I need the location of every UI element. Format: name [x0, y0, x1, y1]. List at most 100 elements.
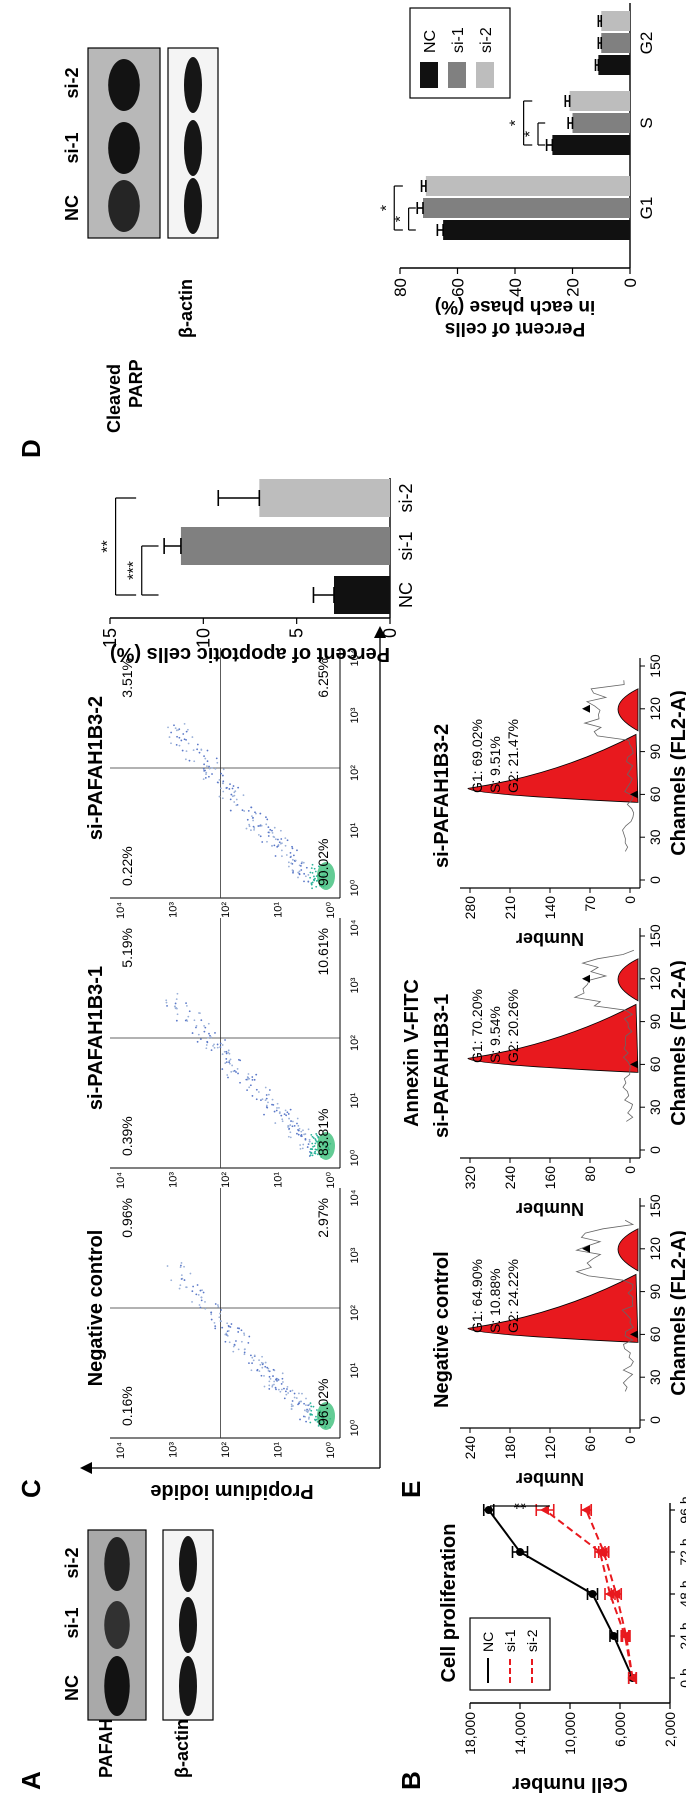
scatter-point — [281, 855, 283, 858]
scatter-point — [250, 829, 252, 832]
y-tick-label: 210 — [502, 896, 518, 920]
scatter-point — [297, 1128, 299, 1131]
scatter-point — [180, 739, 183, 742]
scatter-point — [231, 787, 234, 790]
g2-peak — [617, 1228, 639, 1272]
x-axis-label: Channels (FL2-A) — [668, 1230, 686, 1396]
scatter-point — [221, 1068, 224, 1070]
scatter-point — [175, 729, 178, 732]
scatter-point — [315, 1133, 318, 1135]
scatter-point — [242, 794, 245, 797]
scatter-point — [261, 1355, 263, 1358]
bar-NC-G2 — [598, 55, 630, 75]
scatter-point — [221, 1044, 224, 1046]
scatter-point — [267, 826, 270, 829]
scatter-point — [275, 1378, 278, 1380]
scatter-point — [280, 1383, 283, 1385]
scatter-point — [237, 1348, 240, 1351]
scatter-point — [219, 1312, 221, 1315]
scatter-point — [180, 1278, 183, 1280]
scatter-point — [284, 844, 287, 847]
scatter-point — [179, 1266, 182, 1269]
scatter-point — [257, 825, 260, 827]
scatter-point — [180, 1274, 183, 1276]
scatter-point — [278, 1106, 280, 1109]
scatter-point — [272, 1368, 275, 1371]
scatter-point — [268, 1380, 271, 1383]
x-tick-label: 30 — [647, 1369, 663, 1385]
y-tick-label: 240 — [502, 1166, 518, 1190]
scatter-point — [256, 1368, 259, 1371]
y-tick-label: 10³ — [168, 902, 180, 918]
scatter-point — [233, 794, 236, 797]
x-tick-label: si-1 — [396, 531, 416, 560]
scatter-point — [267, 1367, 270, 1370]
peak-marker — [630, 790, 638, 799]
scatter-point — [214, 1325, 217, 1328]
x-tick-label: 60 — [647, 1326, 663, 1342]
scatter-point — [257, 1091, 260, 1093]
error-bar-NC — [586, 1588, 599, 1600]
scatter-point — [235, 798, 238, 801]
y-axis-label-line1: Percent of cells — [445, 318, 585, 339]
scatter-point — [305, 1420, 307, 1423]
scatter-point — [273, 1380, 276, 1383]
plot-title: Negative control — [431, 1251, 453, 1408]
scatter-point — [216, 1046, 219, 1049]
error-bar-si-2-S — [564, 95, 571, 107]
scatter-point — [290, 1408, 293, 1410]
scatter-point — [230, 1070, 233, 1073]
scatter-point — [291, 845, 293, 848]
x-tick-label: 10³ — [349, 707, 361, 723]
scatter-point — [277, 838, 279, 841]
scatter-point — [296, 1132, 298, 1135]
scatter-point — [237, 786, 240, 789]
scatter-point — [315, 1148, 318, 1151]
scatter-point — [312, 1137, 315, 1139]
x-tick-label: 10⁰ — [349, 879, 361, 896]
scatter-point — [168, 736, 171, 738]
scatter-point — [225, 1052, 228, 1055]
scatter-point — [312, 1145, 314, 1148]
scatter-point — [273, 826, 276, 829]
scatter-point — [216, 781, 219, 784]
scatter-point — [293, 1125, 296, 1127]
legend-label: si-2 — [524, 1629, 540, 1652]
scatter-point — [227, 1051, 230, 1054]
peak-marker — [582, 1244, 590, 1253]
scatter-point — [257, 834, 260, 836]
scatter-point — [195, 1025, 198, 1027]
panel-letter-C: C — [16, 1479, 46, 1498]
scatter-point — [230, 793, 233, 796]
scatter-point — [221, 1326, 224, 1329]
scatter-point — [311, 863, 314, 866]
scatter-point — [203, 769, 206, 772]
scatter-point — [185, 1002, 187, 1005]
scatter-point — [196, 743, 199, 746]
y-tick-label: 140 — [542, 896, 558, 920]
scatter-point — [228, 1059, 231, 1062]
scatter-point — [307, 1143, 310, 1145]
scatter-point — [224, 1340, 227, 1343]
scatter-point — [269, 828, 272, 831]
x-tick-label: 30 — [647, 1099, 663, 1115]
quadrant-lower-right: 2.97% — [315, 1198, 331, 1238]
scatter-point — [254, 811, 256, 814]
scatter-point — [205, 773, 207, 776]
legend-swatch-si-1 — [448, 62, 466, 88]
y-tick-label: 180 — [502, 1436, 518, 1460]
x-tick-label: 10⁰ — [349, 1149, 361, 1166]
scatter-point — [199, 1289, 202, 1292]
scatter-point — [191, 736, 194, 738]
scatter-point — [299, 1144, 302, 1146]
scatter-point — [274, 855, 277, 857]
scatter-point — [182, 733, 185, 735]
scatter-point — [207, 1022, 210, 1025]
s-value: S: 9.54% — [487, 1006, 503, 1063]
scatter-point — [200, 1296, 203, 1299]
error-bar-NC — [609, 1630, 619, 1642]
quadrant-upper-left: 0.39% — [119, 1116, 135, 1156]
g1-peak — [467, 733, 639, 803]
scatter-point — [316, 1134, 318, 1137]
